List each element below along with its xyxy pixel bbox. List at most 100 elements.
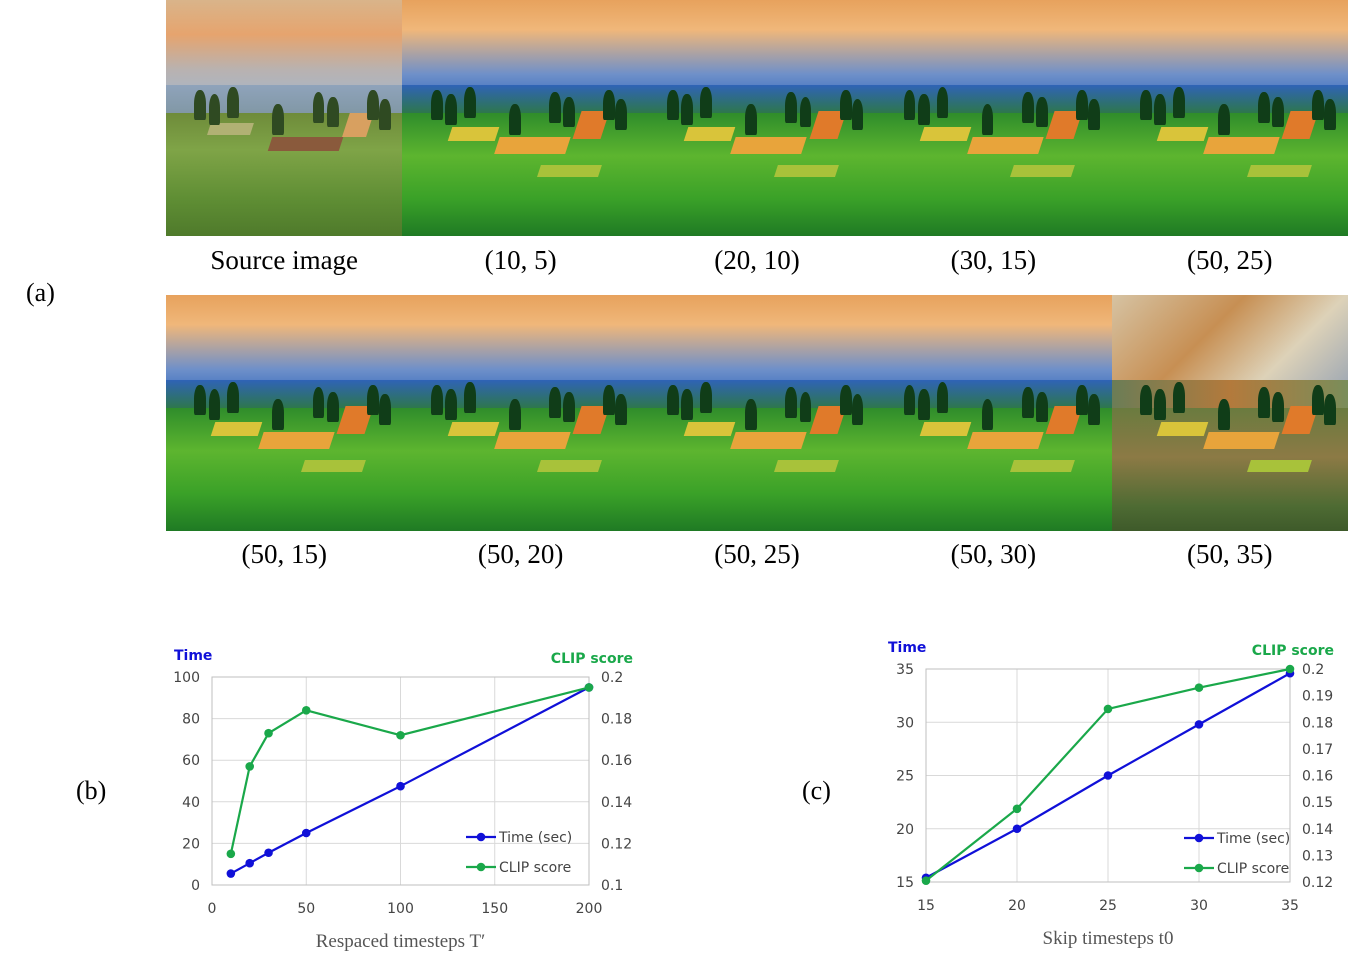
y-right-tick-label: 0.16 [601,753,632,769]
caption: (30, 15) [950,245,1037,275]
x-axis-title: Skip timesteps t0 [1043,928,1174,949]
data-point [226,849,236,859]
caption: (10, 5) [484,245,557,275]
panel-label-a: (a) [26,278,55,307]
landscape-image [875,0,1112,236]
y-right-tick-label: 0.1 [601,878,623,894]
data-point [921,876,931,885]
plot-frame [211,676,590,886]
x-tick-label: 100 [387,901,414,917]
y-left-axis-title: Time [174,648,212,664]
data-point [301,705,311,715]
caption: (50, 30) [950,539,1037,569]
y-left-axis-title: Time [888,640,926,656]
x-tick-label: 50 [297,901,315,917]
y-right-axis-title: CLIP score [551,651,633,667]
data-point [1103,771,1113,780]
y-right-tick-label: 0.2 [601,670,623,686]
caption: (50, 20) [477,539,564,569]
data-point [1103,704,1113,714]
data-point [245,858,254,868]
y-right-tick-label: 0.12 [601,836,632,852]
landscape-image [638,295,876,531]
landscape-image [402,295,639,531]
y-left-tick-label: 20 [896,822,914,838]
landscape-image [1111,0,1348,236]
data-point [1012,824,1022,834]
captions-row-1: Source image (10, 5) (20, 10) (30, 15) (… [166,245,1348,276]
legend-marker [1194,833,1204,843]
y-right-tick-label: 0.12 [1302,875,1333,891]
y-right-tick-label: 0.14 [1302,822,1333,838]
landscape-image [875,295,1112,531]
panel-label-c: (c) [802,776,831,805]
x-tick-label: 25 [1099,898,1117,914]
caption: (50, 25) [1187,245,1273,275]
y-left-tick-label: 100 [173,670,200,686]
y-right-tick-label: 0.14 [601,795,632,811]
legend-label: Time (sec) [1216,831,1290,847]
chart-b: 0 20 40 60 80 100 0.1 0.12 0.14 0.16 0.18 0.2 0 50 100… [150,630,670,960]
caption: (50, 15) [241,539,327,569]
landscape-image [166,295,403,531]
x-tick-label: 0 [208,901,217,917]
legend-marker [1194,863,1204,873]
x-tick-label: 35 [1281,898,1299,914]
y-right-tick-label: 0.19 [1302,689,1333,705]
chart-b-svg: 0 20 40 60 80 100 0.1 0.12 0.14 0.16 0.18 0.2 0 50 100… [173,648,633,952]
legend-label: CLIP score [499,860,571,876]
y-right-tick-label: 0.15 [1302,795,1333,811]
data-point [396,781,405,791]
y-left-tick-label: 30 [896,715,914,731]
y-left-tick-label: 60 [182,753,200,769]
x-tick-label: 150 [481,901,508,917]
data-point [396,730,405,740]
chart-c: 15 20 25 30 35 0.12 0.13 0.14 0.15 0.16 0.17 0.18 0.… [870,630,1348,960]
y-right-tick-label: 0.2 [1302,662,1324,678]
y-left-tick-label: 40 [182,795,200,811]
y-right-tick-label: 0.18 [1302,715,1333,731]
x-axis-title: Respaced timesteps T′ [316,931,486,952]
image-grid-row-1 [166,0,1348,236]
x-tick-label: 15 [917,898,935,914]
y-right-tick-label: 0.13 [1302,848,1333,864]
y-left-tick-label: 20 [182,836,200,852]
data-point [1194,683,1204,692]
landscape-image [402,0,639,236]
panel-label-b: (b) [76,776,107,805]
captions-row-2: (50, 15) (50, 20) (50, 25) (50, 30) (50,… [166,539,1348,570]
data-point [301,828,311,838]
y-left-tick-label: 15 [896,875,914,891]
caption: (50, 25) [714,539,800,569]
data-point [245,762,254,771]
legend-label: Time (sec) [498,830,572,846]
series-line [229,686,590,855]
caption: (20, 10) [714,245,800,275]
y-right-tick-label: 0.16 [1302,769,1333,785]
y-left-tick-label: 35 [896,662,914,678]
x-tick-label: 200 [576,901,603,917]
landscape-image [166,0,403,236]
y-right-axis-title: CLIP score [1252,643,1334,659]
data-point [264,848,273,858]
chart-c-svg: 15202530350.120.130.140.150.160.170.180.… [888,640,1334,949]
data-point [584,683,594,692]
y-left-tick-label: 80 [182,712,200,728]
landscape-image [638,0,876,236]
legend-label: CLIP score [1217,861,1289,877]
landscape-image [1111,295,1348,531]
y-left-tick-label: 25 [896,769,914,785]
caption: (50, 35) [1187,539,1273,569]
legend-marker [476,832,486,842]
caption: Source image [210,245,359,275]
x-tick-label: 30 [1190,898,1208,914]
y-right-tick-label: 0.17 [1302,742,1333,758]
data-point [226,869,236,878]
legend-marker [476,862,486,872]
x-tick-label: 20 [1008,898,1026,914]
data-point [1194,720,1204,729]
image-grid-row-2 [166,295,1348,531]
y-left-tick-label: 0 [191,878,200,894]
data-point [264,728,273,738]
data-point [1285,664,1295,674]
